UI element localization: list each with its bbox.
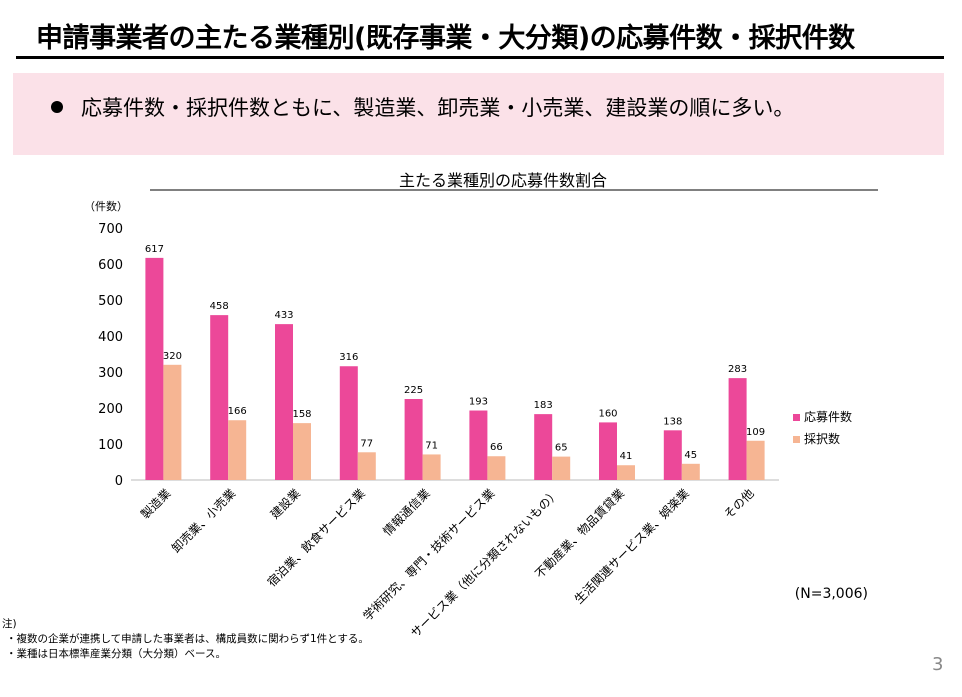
bar-adopted bbox=[357, 452, 376, 480]
y-tick-label: 700 bbox=[98, 222, 123, 237]
bullet-icon bbox=[51, 101, 63, 113]
data-label: 65 bbox=[555, 443, 568, 454]
bar-applications bbox=[599, 422, 617, 480]
data-label: 320 bbox=[163, 351, 182, 362]
data-label: 316 bbox=[339, 352, 358, 363]
x-tick-label: 製造業 bbox=[138, 486, 173, 521]
bar-applications bbox=[728, 378, 747, 480]
chart-title: 主たる業種別の応募件数割合 bbox=[399, 171, 607, 190]
x-tick-label: 学術研究、専門・技術サービス業 bbox=[360, 486, 498, 624]
summary-text: 応募件数・採択件数ともに、製造業、卸売業・小売業、建設業の順に多い。 bbox=[81, 96, 795, 120]
data-label: 617 bbox=[145, 244, 164, 255]
bar-applications bbox=[534, 414, 553, 480]
data-label: 77 bbox=[360, 438, 373, 449]
y-tick-label: 100 bbox=[98, 438, 123, 453]
notes-heading: 注) bbox=[2, 618, 17, 630]
legend-swatch bbox=[793, 436, 800, 443]
data-label: 158 bbox=[292, 409, 311, 420]
sample-size-note: (N=3,006) bbox=[795, 586, 868, 602]
bar-adopted bbox=[422, 454, 441, 480]
title-divider bbox=[16, 56, 944, 59]
data-label: 138 bbox=[663, 416, 682, 427]
bar-adopted bbox=[617, 465, 635, 480]
data-label: 66 bbox=[490, 442, 503, 453]
page-title: 申請事業者の主たる業種別(既存事業・大分類)の応募件数・採択件数 bbox=[36, 23, 855, 54]
legend-swatch bbox=[793, 414, 800, 421]
y-tick-label: 400 bbox=[98, 330, 123, 345]
bar-applications bbox=[210, 315, 229, 480]
bar-adopted bbox=[228, 420, 247, 480]
y-tick-label: 0 bbox=[115, 474, 123, 489]
bar-applications bbox=[145, 257, 164, 480]
x-tick-label: 建設業 bbox=[267, 486, 303, 522]
legend-label: 応募件数 bbox=[804, 409, 852, 424]
bar-adopted bbox=[552, 456, 571, 480]
bar-adopted bbox=[746, 440, 765, 480]
data-label: 71 bbox=[425, 440, 438, 451]
legend-label: 採択数 bbox=[804, 431, 840, 446]
y-axis-label: （件数） bbox=[84, 200, 128, 213]
x-tick-label: 生活関連サービス業、娯楽業 bbox=[572, 486, 692, 606]
bar-applications bbox=[469, 410, 488, 480]
data-label: 458 bbox=[210, 301, 229, 312]
x-tick-label: 卸売業、小売業 bbox=[168, 486, 238, 556]
y-tick-label: 500 bbox=[98, 294, 123, 309]
bar-adopted bbox=[163, 364, 182, 480]
data-label: 166 bbox=[228, 406, 247, 417]
data-label: 45 bbox=[684, 450, 697, 461]
data-label: 160 bbox=[598, 408, 617, 419]
note-item: ・業種は日本標準産業分類（大分類）ベース。 bbox=[6, 648, 226, 660]
data-label: 41 bbox=[620, 451, 633, 462]
data-label: 433 bbox=[274, 310, 293, 321]
x-tick-label: その他 bbox=[721, 486, 756, 521]
y-tick-label: 200 bbox=[98, 402, 123, 417]
data-label: 109 bbox=[746, 427, 765, 438]
bar-adopted bbox=[681, 463, 700, 480]
x-tick-label: 情報通信業 bbox=[380, 486, 432, 538]
bar-applications bbox=[404, 399, 423, 480]
data-label: 225 bbox=[404, 385, 423, 396]
bar-applications bbox=[663, 430, 682, 480]
notes: 注) ・複数の企業が連携して申請した事業者は、構成員数に関わらず1件とする。 ・… bbox=[2, 617, 369, 662]
bar-applications bbox=[339, 366, 358, 480]
data-label: 193 bbox=[469, 397, 488, 408]
note-item: ・複数の企業が連携して申請した事業者は、構成員数に関わらず1件とする。 bbox=[6, 633, 369, 645]
data-label: 283 bbox=[728, 364, 747, 375]
page-number: 3 bbox=[932, 654, 944, 675]
y-tick-label: 600 bbox=[98, 258, 123, 273]
summary-box: 応募件数・採択件数ともに、製造業、卸売業・小売業、建設業の順に多い。 bbox=[13, 73, 944, 155]
bar-applications bbox=[275, 324, 293, 480]
y-tick-label: 300 bbox=[98, 366, 123, 381]
bar-adopted bbox=[293, 423, 311, 480]
data-label: 183 bbox=[534, 400, 553, 411]
bar-adopted bbox=[487, 456, 506, 480]
